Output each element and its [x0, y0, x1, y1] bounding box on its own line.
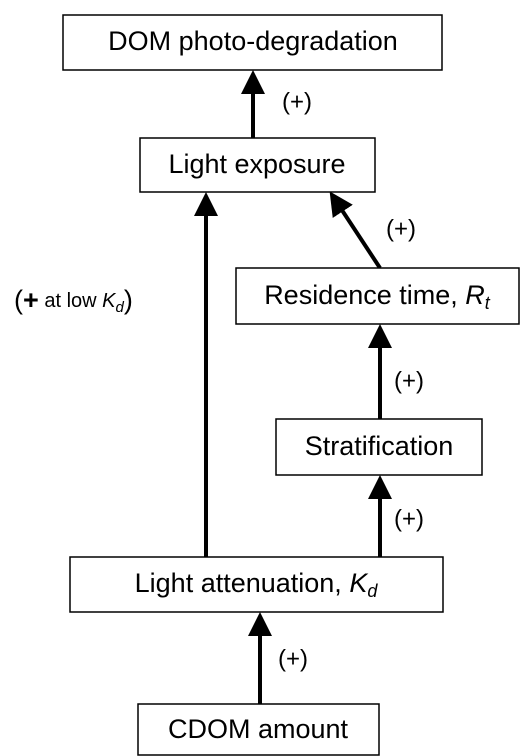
text: ): [124, 285, 133, 315]
node-label: Residence time, Rt: [264, 280, 491, 313]
node-box: [275, 418, 483, 476]
variable: R: [465, 280, 485, 310]
sign: +: [23, 285, 39, 315]
subscript: d: [367, 581, 378, 601]
edge-label: (+): [394, 367, 424, 394]
node-box: [69, 556, 444, 613]
node-box: [137, 703, 380, 756]
edge-label: (+): [394, 505, 424, 532]
node-label: DOM photo-degradation: [108, 26, 398, 56]
node-label: Light attenuation, Kd: [135, 568, 379, 601]
node-box: [139, 137, 376, 193]
node-label: Stratification: [305, 431, 454, 461]
edge-label: (+): [282, 88, 312, 115]
text: at low: [39, 290, 102, 312]
subscript: d: [115, 299, 124, 316]
node-box: [235, 267, 520, 325]
text: Residence time,: [264, 280, 465, 310]
text: (: [14, 285, 23, 315]
variable: K: [349, 568, 368, 598]
text: Light attenuation,: [135, 568, 350, 598]
node-box: [62, 14, 443, 71]
node-label: CDOM amount: [168, 714, 349, 744]
edge-label: (+ at low Kd): [14, 285, 133, 316]
edge-label: (+): [278, 645, 308, 672]
variable: K: [102, 290, 117, 312]
subscript: t: [485, 293, 491, 313]
edge-label: (+): [386, 215, 416, 242]
node-label: Light exposure: [168, 149, 345, 179]
arrow: [329, 191, 382, 270]
